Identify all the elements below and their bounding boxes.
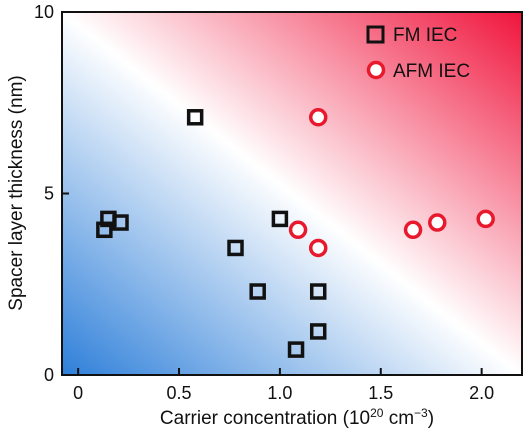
fm-iec-point [112,214,129,231]
x-tick-label: 1.5 [368,383,393,403]
x-tick-label: 0.5 [167,383,192,403]
fm-iec-point [271,210,289,228]
legend-label-fm: FM IEC [393,25,457,46]
x-tick-label: 1.0 [267,383,292,403]
fm-iec-point [287,341,305,358]
fm-iec-point [249,283,266,300]
x-axis-label: Carrier concentration (1020 cm−3) [160,406,434,429]
y-tick-label: 5 [44,184,54,204]
afm-iec-point [288,220,308,240]
legend-label-afm: AFM IEC [393,61,470,82]
y-tick-label: 10 [34,2,54,22]
afm-iec-point [308,238,328,258]
plot-background [62,12,522,375]
y-axis-label: Spacer layer thickness (nm) [6,75,27,310]
afm-iec-point [403,220,423,240]
data-markers [96,108,495,358]
fm-iec-point [309,323,327,340]
afm-iec-point [428,213,447,232]
x-axis-ticks: 0 0.5 1.0 1.5 2.0 [73,368,494,403]
afm-iec-point [308,108,328,127]
fm-iec-point [309,283,327,300]
legend-marker-afm [366,60,386,80]
plot-frame [61,11,523,376]
x-tick-label: 0 [73,383,83,403]
fm-iec-point [227,239,244,257]
x-tick-label: 2.0 [469,383,494,403]
legend-marker-fm [366,25,385,44]
afm-iec-point [476,209,495,229]
fm-iec-point [186,109,204,126]
legend: FM IEC AFM IEC [366,25,470,82]
fm-iec-point [96,221,113,239]
y-tick-label: 0 [44,365,54,385]
